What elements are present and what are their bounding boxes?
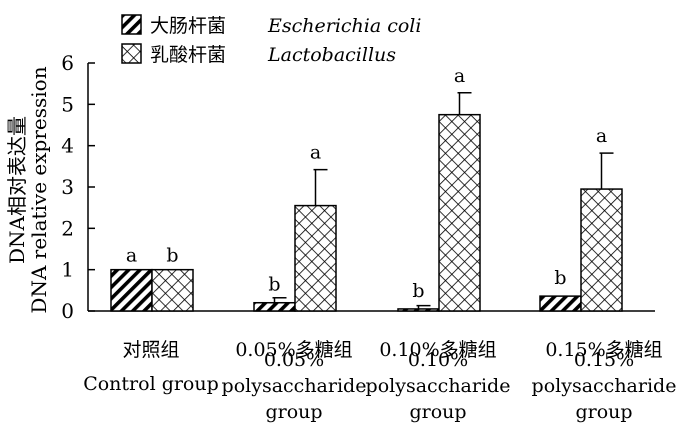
y-axis-title-cn: DNA相对表达量 [5, 116, 29, 264]
y-axis-title-en: DNA relative expression [27, 66, 51, 313]
x-category-en-2-2: group [409, 401, 466, 423]
legend-label-ecoli-cn: 大肠杆菌 [150, 15, 226, 37]
y-tick-label-3: 3 [61, 175, 74, 199]
x-category-cn-3: 0.15%多糖组 [545, 339, 662, 361]
significance-label-ecoli-3: b [554, 267, 566, 289]
y-tick-label-0: 0 [61, 299, 74, 323]
bar-ecoli-1 [253, 301, 296, 312]
legend-swatch-ecoli [121, 14, 142, 35]
x-category-cn-2: 0.10%多糖组 [379, 339, 496, 361]
x-category-en-2-1: polysaccharide [366, 375, 511, 397]
x-category-en-3-2: group [575, 401, 632, 423]
bar-ecoli-3 [539, 295, 582, 312]
x-category-en-1-0: 0.05% [264, 349, 324, 371]
significance-label-lacto-2: a [454, 65, 465, 87]
y-tick-label-1: 1 [61, 258, 74, 282]
y-tick-label-5: 5 [61, 92, 74, 116]
legend-label-lacto-en: Lactobacillus [267, 44, 396, 66]
legend-label-ecoli-en: Escherichia coli [267, 15, 421, 37]
bars: a b b b b a a a [110, 65, 623, 312]
significance-label-lacto-0: b [166, 245, 178, 267]
bar-lacto-0 [151, 268, 194, 312]
significance-label-ecoli-0: a [126, 245, 137, 267]
legend-label-lacto-cn: 乳酸杆菌 [150, 44, 226, 66]
x-category-en-1-1: polysaccharide [222, 375, 367, 397]
bar-lacto-3 [580, 188, 623, 312]
x-category-en-3-1: polysaccharide [532, 375, 677, 397]
y-tick-label-4: 4 [61, 134, 74, 158]
significance-label-ecoli-2: b [412, 280, 424, 302]
y-ticks: 0 1 2 3 4 5 6 [61, 51, 95, 323]
significance-label-lacto-1: a [310, 142, 321, 164]
x-category-cn-0: 对照组 [122, 339, 179, 361]
bar-lacto-2 [438, 113, 481, 312]
x-category-en-0-0: Control group [83, 373, 219, 395]
significance-label-ecoli-1: b [268, 274, 280, 296]
y-tick-label-2: 2 [61, 216, 74, 240]
bar-ecoli-2 [397, 308, 440, 312]
legend: 大肠杆菌 Escherichia coli 乳酸杆菌 Lactobacillus [121, 14, 421, 66]
x-category-en-1-2: group [265, 401, 322, 423]
x-category-en-3-0: 0.15% [574, 349, 634, 371]
bar-lacto-1 [294, 204, 337, 312]
y-tick-label-6: 6 [61, 51, 74, 75]
x-category-cn-1: 0.05%多糖组 [235, 339, 352, 361]
bar-ecoli-0 [110, 268, 153, 312]
x-category-en-2-0: 0.10% [408, 349, 468, 371]
significance-label-lacto-3: a [596, 125, 607, 147]
legend-swatch-lacto [121, 43, 142, 64]
